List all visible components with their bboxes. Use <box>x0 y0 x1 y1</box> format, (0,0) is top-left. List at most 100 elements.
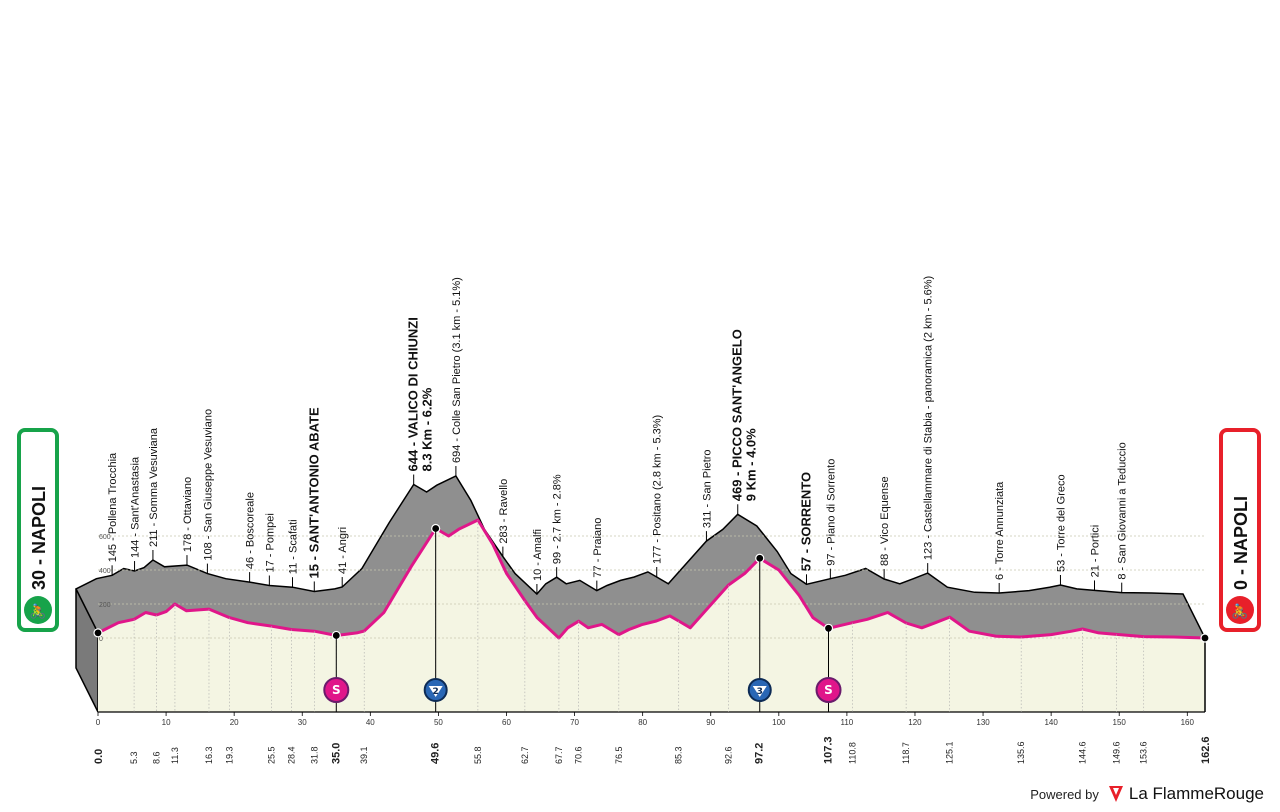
finish-badge-label: 0 - NAPOLI <box>1231 496 1251 590</box>
x-tick-label-160: 160 <box>1181 718 1195 727</box>
x-tick-label-80: 80 <box>638 718 647 727</box>
sprint-icon-3 <box>815 677 842 703</box>
location-label-26: 8 - San Giovanni a Teduccio <box>1117 442 1129 579</box>
start-badge-circle <box>24 596 52 624</box>
location-km-label-9: 39.1 <box>359 746 369 764</box>
location-km-label-25: 149.6 <box>1111 741 1121 764</box>
brand-name: La FlammeRouge <box>1128 784 1264 803</box>
x-tick-label-60: 60 <box>502 718 511 727</box>
finish-km-label: 162.6 <box>1200 736 1212 764</box>
start-dot <box>93 628 103 638</box>
location-km-label-3: 16.3 <box>204 746 214 764</box>
climb-triangle-1 <box>428 686 443 697</box>
footer: Powered by La FlammeRouge <box>1030 784 1264 804</box>
grid-label-200: 200 <box>99 602 111 609</box>
x-tick-label-140: 140 <box>1044 718 1058 727</box>
location-km-label-19: 107.3 <box>823 736 835 764</box>
x-tick-label-0: 0 <box>96 718 101 727</box>
location-label-20: 97 - Piano di Sorrento <box>825 459 837 566</box>
location-km-label-10: 49.6 <box>430 743 442 764</box>
marker-label-1: 2 <box>433 687 439 697</box>
x-tick-label-70: 70 <box>570 718 579 727</box>
location-km-label-12: 62.7 <box>520 746 530 764</box>
brand-logo[interactable]: La FlammeRouge <box>1107 784 1264 804</box>
grid-label-400: 400 <box>99 568 111 575</box>
location-label-10: 644 - VALICO DI CHIUNZI <box>406 317 421 471</box>
finish-badge-circle <box>1226 596 1254 624</box>
location-label-13: 10 - Amalfi <box>532 529 544 581</box>
location-label-18: 469 - PICCO SANT'ANGELO <box>730 329 745 501</box>
location-label-8: 15 - SANT'ANTONIO ABATE <box>306 407 321 578</box>
x-tick-label-40: 40 <box>366 718 375 727</box>
location-label-2: 211 - Somma Vesuviana <box>148 427 160 547</box>
powered-by-label: Powered by <box>1030 786 1099 802</box>
x-tick-label-30: 30 <box>298 718 307 727</box>
location-label-21: 88 - Vico Equense <box>879 476 891 566</box>
climb-triangle-2 <box>752 686 767 697</box>
x-tick-label-90: 90 <box>706 718 715 727</box>
location-km-label-13: 67.7 <box>554 746 564 764</box>
finish-cyclist-icon: 🚴 <box>1231 603 1248 620</box>
location-label-7: 11 - Scafati <box>287 519 299 574</box>
location-label-19: 57 - SORRENTO <box>799 472 814 571</box>
location-label-1: 144 - Sant'Anastasia <box>130 456 142 558</box>
location-km-label-21: 118.7 <box>901 742 911 764</box>
location-km-label-0: 5.3 <box>129 751 139 764</box>
location-km-label-1: 8.6 <box>152 751 162 764</box>
flamme-rouge-icon <box>1108 786 1123 802</box>
marker-label-3: S <box>824 683 833 697</box>
sprint-icon-0 <box>323 677 350 703</box>
location-label-0: 145 - Pollena Trocchia <box>107 452 119 562</box>
location-sublabel-18: 9 Km - 4.0% <box>744 428 759 501</box>
x-tick-label-20: 20 <box>230 718 239 727</box>
x-tick-label-150: 150 <box>1113 718 1127 727</box>
finish-dot <box>1200 633 1210 643</box>
location-km-label-20: 110.8 <box>847 742 857 764</box>
location-label-6: 17 - Pompei <box>264 513 276 572</box>
profile-front-area <box>98 520 1205 712</box>
location-km-label-16: 85.3 <box>674 746 684 764</box>
start-badge <box>17 428 59 632</box>
location-label-11: 694 - Colle San Pietro (3.1 km - 5.1%) <box>451 277 463 463</box>
location-label-14: 99 - 2.7 km - 2.8% <box>552 474 564 564</box>
location-label-16: 177 - Positano (2.8 km - 5.3%) <box>652 415 664 564</box>
location-km-label-7: 31.8 <box>309 746 319 764</box>
location-label-3: 178 - Ottaviano <box>182 477 194 552</box>
location-label-5: 46 - Boscoreale <box>245 492 257 569</box>
location-km-label-11: 55.8 <box>473 746 483 764</box>
location-km-label-18: 97.2 <box>754 743 766 764</box>
location-km-label-22: 125.1 <box>945 741 955 764</box>
finish-badge <box>1219 428 1261 632</box>
location-km-label-15: 76.5 <box>614 746 624 764</box>
location-label-4: 108 - San Giuseppe Vesuviano <box>202 409 214 561</box>
location-km-label-26: 153.6 <box>1139 741 1149 764</box>
location-label-9: 41 - Angri <box>337 527 349 574</box>
location-km-label-6: 28.4 <box>286 746 296 764</box>
grid-label-600: 600 <box>99 534 111 541</box>
x-tick-label-100: 100 <box>772 718 786 727</box>
start-km-label: 0.0 <box>93 749 105 764</box>
location-km-label-5: 25.5 <box>267 746 277 764</box>
x-tick-label-10: 10 <box>162 718 171 727</box>
location-km-label-17: 92.6 <box>723 746 733 764</box>
location-km-label-14: 70.6 <box>574 746 584 764</box>
x-tick-label-110: 110 <box>841 718 854 727</box>
x-tick-label-50: 50 <box>434 718 443 727</box>
location-label-24: 53 - Torre del Greco <box>1055 474 1067 572</box>
location-label-23: 6 - Torre Annunziata <box>994 481 1006 580</box>
location-label-25: 21 - Portici <box>1089 525 1101 578</box>
location-km-label-24: 144.6 <box>1077 741 1087 764</box>
marker-label-0: S <box>332 683 341 697</box>
grid-label-0: 0 <box>99 636 103 643</box>
location-label-22: 123 - Castellammare di Stabia - panorami… <box>923 276 935 560</box>
location-sublabel-10: 8.3 Km - 6.2% <box>420 387 435 471</box>
location-label-17: 311 - San Pietro <box>701 449 713 528</box>
location-km-label-8: 35.0 <box>330 743 342 764</box>
start-cyclist-icon: 🚴 <box>29 603 46 620</box>
location-km-label-4: 19.3 <box>224 746 234 764</box>
marker-label-2: 3 <box>757 687 763 697</box>
location-label-15: 77 - Praiano <box>592 518 604 578</box>
location-label-12: 283 - Ravello <box>498 479 510 544</box>
x-tick-label-120: 120 <box>908 718 922 727</box>
